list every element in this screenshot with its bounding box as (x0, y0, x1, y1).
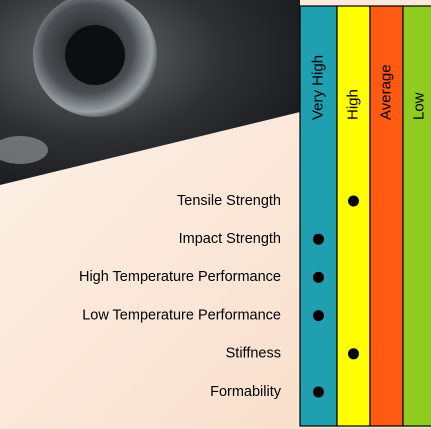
photo-detail (0, 136, 48, 164)
row-label: Low Temperature Performance (82, 307, 281, 323)
rating-dot (348, 195, 359, 207)
column-band (402, 5, 431, 427)
columns: Very High High Average Low (299, 5, 431, 427)
row-label: Tensile Strength (177, 193, 281, 209)
column-band (336, 5, 371, 427)
rating-dot (313, 271, 324, 283)
column-band (369, 5, 404, 427)
column-header: Very High (309, 55, 326, 120)
column-header: Low (410, 92, 427, 120)
rating-dot (348, 348, 359, 360)
row-label: Impact Strength (179, 231, 281, 247)
rating-dot (313, 310, 324, 322)
rows: Tensile Strength Impact Strength High Temp… (79, 193, 359, 400)
rating-dot (313, 386, 324, 398)
column-header: High (344, 89, 361, 120)
row-label: High Temperature Performance (79, 269, 281, 285)
row-label: Stiffness (226, 346, 281, 362)
row-label: Formability (210, 384, 282, 400)
lens-center (65, 25, 125, 85)
rating-dot (313, 233, 324, 245)
column-header: Average (377, 64, 394, 120)
